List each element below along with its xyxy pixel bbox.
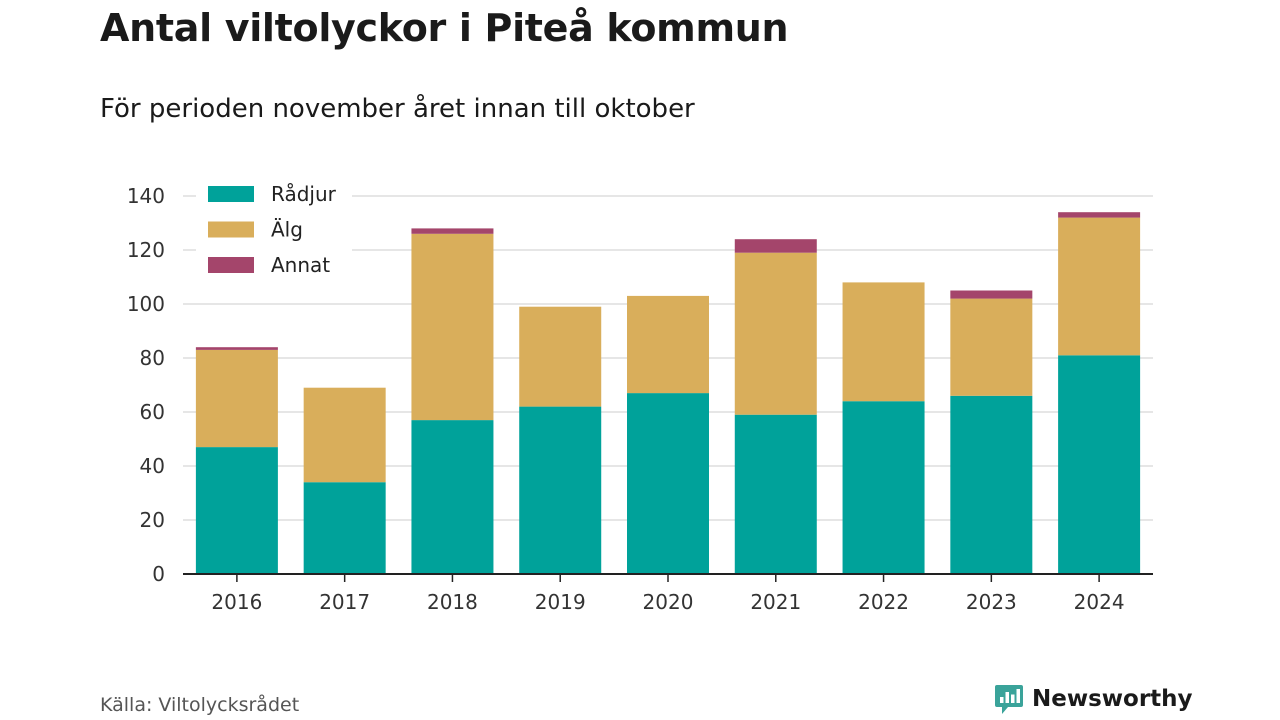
bar-segment (411, 233, 494, 421)
y-tick-label: 80 (140, 346, 165, 370)
bar-segment (734, 414, 817, 574)
brand-logo: Newsworthy (994, 683, 1193, 715)
bar-segment (627, 295, 709, 394)
x-tick-label: 2016 (211, 590, 262, 614)
y-axis-ticks: 0 20 40 60 80 100 120 140 (127, 184, 165, 586)
bar-segment (842, 401, 925, 574)
x-tick-label: 2020 (643, 590, 694, 614)
bar-segment (303, 387, 386, 483)
x-tick-label: 2021 (750, 590, 801, 614)
source-note: Källa: Viltolycksrådet (100, 694, 300, 716)
brand-name: Newsworthy (1032, 686, 1193, 712)
bar-segment (195, 447, 278, 574)
bars (195, 212, 1141, 574)
legend-label: Älg (271, 218, 303, 242)
legend-swatch (208, 257, 254, 273)
y-tick-label: 60 (140, 400, 165, 424)
newsworthy-logo-icon (995, 685, 1023, 714)
x-axis-ticks: 2016 2017 2018 2019 2020 2021 2022 2023 2024 (211, 574, 1125, 614)
bar-segment (734, 239, 817, 253)
bar-segment (950, 290, 1033, 299)
y-tick-label: 120 (127, 238, 165, 262)
legend-swatch (208, 221, 254, 238)
bar-segment (519, 306, 602, 407)
x-tick-label: 2023 (966, 590, 1017, 614)
bar-segment (1058, 355, 1141, 574)
bar-segment (734, 252, 817, 415)
legend: Rådjur Älg Annat (196, 178, 352, 284)
legend-swatch (208, 186, 254, 202)
x-tick-label: 2019 (535, 590, 586, 614)
bar-segment (195, 347, 278, 350)
y-tick-label: 140 (127, 184, 165, 208)
bar-segment (627, 393, 709, 574)
y-tick-label: 0 (152, 562, 165, 586)
legend-label: Annat (271, 253, 330, 277)
bar-segment (842, 282, 925, 402)
bar-segment (1058, 212, 1141, 218)
y-tick-label: 100 (127, 292, 165, 316)
bar-segment (303, 482, 386, 574)
bar-segment (1058, 217, 1141, 356)
x-tick-label: 2017 (319, 590, 370, 614)
x-tick-label: 2018 (427, 590, 478, 614)
y-tick-label: 40 (140, 454, 165, 478)
bar-segment (195, 349, 278, 448)
bar-segment (950, 298, 1033, 396)
bar-segment (411, 420, 494, 574)
x-tick-label: 2024 (1074, 590, 1125, 614)
chart-title: Antal viltolyckor i Piteå kommun (100, 6, 789, 50)
bar-segment (411, 228, 494, 234)
chart-subtitle: För perioden november året innan till ok… (100, 94, 695, 124)
bar-segment (950, 395, 1033, 574)
x-tick-label: 2022 (858, 590, 909, 614)
bar-segment (519, 406, 602, 574)
legend-label: Rådjur (271, 182, 337, 206)
y-tick-label: 20 (140, 508, 165, 532)
